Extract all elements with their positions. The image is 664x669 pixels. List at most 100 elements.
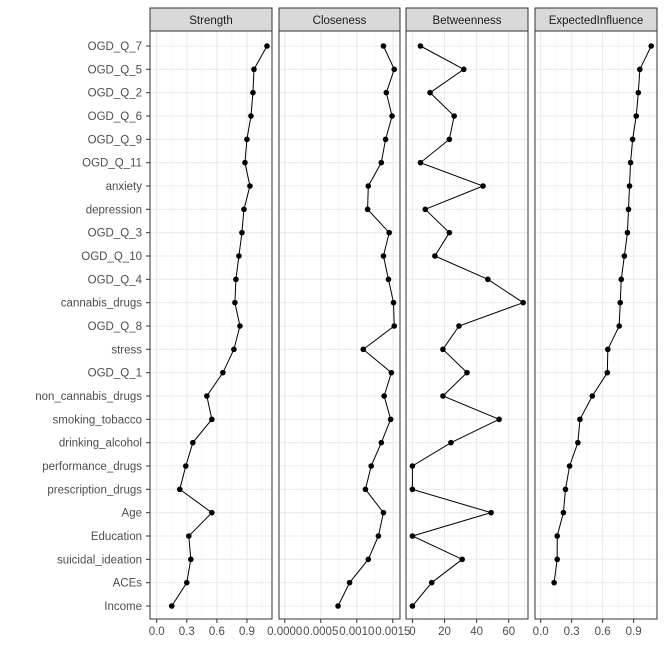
data-point (383, 89, 390, 96)
data-point (378, 439, 385, 446)
data-point (648, 43, 655, 49)
data-point (168, 603, 175, 609)
data-point (264, 43, 270, 49)
data-point (209, 509, 215, 516)
data-point (422, 206, 429, 213)
data-point (241, 206, 247, 213)
data-point (485, 276, 491, 283)
data-point (409, 486, 416, 493)
data-point (554, 533, 561, 539)
data-point (432, 253, 438, 259)
data-point (616, 323, 622, 329)
x-tick-label: 0.0005 (303, 626, 338, 638)
data-point (233, 276, 239, 283)
category-label: cannabis_drugs (61, 298, 142, 310)
data-point (626, 183, 633, 189)
data-point (566, 463, 573, 469)
data-point (440, 393, 446, 399)
data-point (185, 533, 192, 539)
data-point (460, 66, 467, 73)
data-point (554, 556, 561, 563)
data-point (451, 113, 457, 119)
category-label: OGD_Q_1 (88, 368, 142, 380)
data-point (417, 43, 424, 49)
data-point (589, 393, 596, 399)
category-label: depression (86, 204, 142, 216)
category-label: OGD_Q_10 (81, 251, 142, 263)
panel-border (278, 30, 401, 620)
data-point (190, 439, 196, 446)
category-label: ACEs (113, 578, 143, 590)
data-point (380, 253, 387, 259)
data-point (624, 229, 631, 236)
category-label: OGD_Q_3 (88, 228, 142, 240)
x-tick-label: 0.0000 (267, 626, 302, 638)
data-point (618, 276, 625, 283)
data-point (182, 463, 189, 469)
data-point (389, 113, 395, 119)
x-tick-label: 0.3 (179, 626, 195, 638)
category-label: OGD_Q_11 (82, 158, 142, 170)
data-point (388, 369, 395, 376)
category-label: OGD_Q_5 (88, 64, 142, 76)
data-point (188, 556, 194, 563)
data-point (627, 159, 634, 166)
category-label: OGD_Q_9 (88, 134, 142, 146)
data-point (633, 113, 640, 119)
data-point (382, 136, 389, 143)
category-label: OGD_Q_2 (88, 88, 142, 100)
data-point (231, 346, 237, 353)
data-point (386, 229, 392, 236)
category-label: performance_drugs (42, 461, 142, 473)
data-point (248, 113, 254, 119)
data-point (368, 463, 374, 469)
data-point (629, 136, 636, 143)
data-point (237, 323, 243, 329)
data-point (625, 206, 632, 213)
data-point (387, 416, 394, 423)
panel-title: ExpectedInfluence (549, 15, 644, 27)
data-point (220, 369, 226, 376)
category-label: stress (111, 344, 142, 356)
x-tick-label: 40 (470, 626, 483, 638)
data-point (428, 579, 435, 586)
x-tick-label: 0.9 (626, 626, 642, 638)
x-tick-label: 0.6 (595, 626, 611, 638)
data-point (381, 393, 387, 399)
x-tick-label: 0.0015 (375, 626, 410, 638)
data-point (365, 556, 372, 563)
data-point (236, 253, 242, 259)
category-label: anxiety (106, 181, 143, 193)
data-point (409, 533, 416, 539)
panel-border (534, 30, 658, 620)
category-label: OGD_Q_8 (88, 321, 142, 333)
category-label: OGD_Q_4 (88, 274, 143, 286)
category-label: Age (122, 508, 142, 520)
data-point (604, 369, 611, 376)
data-point (362, 486, 369, 493)
data-point (378, 159, 385, 166)
data-point (480, 183, 486, 189)
x-tick-label: 20 (438, 626, 451, 638)
data-point (417, 159, 424, 166)
data-point (488, 509, 494, 516)
data-point (635, 89, 642, 96)
data-point (496, 416, 502, 423)
data-point (456, 323, 462, 329)
data-point (427, 89, 433, 96)
category-label: smoking_tobacco (53, 414, 143, 426)
data-point (464, 369, 470, 376)
data-point (621, 253, 628, 259)
category-label: drinking_alcohol (59, 438, 142, 450)
data-point (575, 439, 581, 446)
category-label: suicidal_ideation (57, 554, 142, 566)
data-point (391, 66, 398, 73)
x-tick-label: 0.0010 (339, 626, 374, 638)
category-label: Education (91, 531, 142, 543)
data-point (365, 183, 372, 189)
category-label: Income (104, 601, 142, 613)
x-tick-label: 0 (409, 626, 415, 638)
data-point (446, 229, 453, 236)
panel-border (405, 30, 529, 620)
